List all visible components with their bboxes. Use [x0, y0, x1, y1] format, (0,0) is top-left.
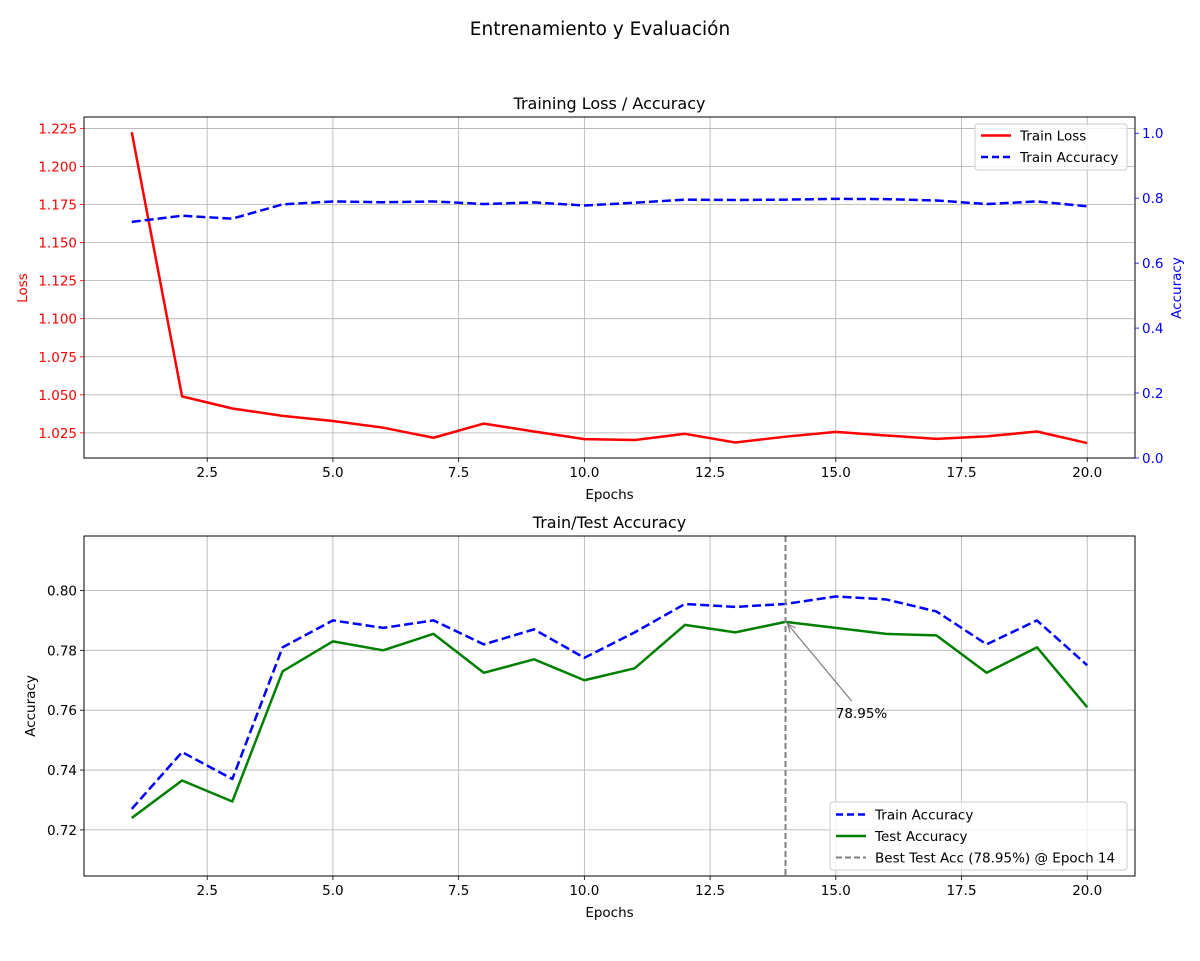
ax1-train-accuracy-line: [131, 197, 1088, 224]
ax2-ytick-label: 0.76: [47, 703, 77, 719]
ax2-xtick-label: 12.5: [695, 883, 725, 899]
ax2-ytick-label: 0.72: [47, 823, 77, 839]
loss-accuracy-subplot: Training Loss / Accuracy 2.5 5.0 7.5 10.0 12…: [15, 94, 1185, 503]
subplot2-x-ticks: 2.5 5.0 7.5 10.0 12.5 15.0 17.5 20.0: [196, 876, 1102, 899]
subplot2-legend-box: [829, 801, 1128, 871]
subplot1-legend-box: [974, 123, 1128, 171]
subplot2-grid: [84, 536, 1135, 876]
best-accuracy-annotation: 78.95%: [786, 622, 888, 722]
subplot1-x-ticks: 2.5 5.0 7.5 10.0 12.5 15.0 17.5 20.0: [196, 458, 1102, 481]
ax1-y2tick-label: 0.2: [1142, 386, 1163, 402]
annotation-label: 78.95%: [836, 706, 888, 722]
ax1-ytick-label: 1.125: [38, 274, 77, 290]
ax2-ytick-label: 0.78: [47, 643, 77, 659]
annotation-arrow: [787, 623, 853, 702]
subplot2-title: Train/Test Accuracy: [532, 513, 686, 532]
subplot1-legend: Train Loss Train Accuracy: [974, 123, 1128, 171]
ax1-ytick-label: 1.225: [38, 121, 77, 137]
subplot2-ylabel: Accuracy: [23, 675, 39, 737]
subplot1-ylabel: Loss: [15, 273, 31, 303]
ax1-xtick-label: 20.0: [1072, 465, 1102, 481]
ax1-y2tick-label: 1.0: [1142, 126, 1163, 142]
subplot1-lines: [130, 131, 1088, 445]
ax1-xtick-label: 2.5: [196, 465, 217, 481]
ax2-xtick-label: 20.0: [1072, 883, 1102, 899]
legend-train-accuracy-label: Train Accuracy: [1019, 150, 1118, 166]
ax2-xtick-label: 7.5: [448, 883, 469, 899]
ax1-xtick-label: 12.5: [695, 465, 725, 481]
annotation-arrowhead: [786, 622, 796, 633]
ax1-ytick-label: 1.150: [38, 236, 77, 252]
subplot2-xlabel: Epochs: [585, 905, 633, 921]
subplot2-legend: Train Accuracy Test Accuracy Best Test A…: [829, 801, 1128, 871]
legend2-best-line-label: Best Test Acc (78.95%) @ Epoch 14: [875, 851, 1115, 867]
legend-train-loss-label: Train Loss: [1019, 129, 1086, 145]
ax1-xtick-label: 17.5: [946, 465, 976, 481]
ax1-ytick-label: 1.050: [38, 388, 77, 404]
legend2-test-accuracy-label: Test Accuracy: [874, 829, 968, 845]
subplot1-xlabel: Epochs: [585, 487, 633, 503]
ax1-xtick-label: 5.0: [322, 465, 343, 481]
legend2-train-accuracy-label: Train Accuracy: [874, 808, 973, 824]
subplot1-y2label: Accuracy: [1169, 257, 1185, 319]
ax2-train-accuracy-line: [130, 595, 1089, 810]
ax1-xtick-label: 7.5: [448, 465, 469, 481]
ax1-y2tick-label: 0.6: [1142, 256, 1163, 272]
ax1-y2tick-label: 0.8: [1142, 191, 1163, 207]
train-test-accuracy-subplot: Train/Test Accuracy 2.5 5.0 7.5 10.0 12.5 15.…: [23, 513, 1136, 921]
ax1-y2tick-label: 0.0: [1142, 451, 1163, 467]
ax1-train-loss-line: [130, 131, 1088, 445]
figure-suptitle: Entrenamiento y Evaluación: [470, 19, 730, 40]
subplot2-lines: [130, 536, 1089, 876]
ax2-ytick-label: 0.80: [47, 583, 77, 599]
ax2-test-accuracy-line: [131, 620, 1089, 819]
subplot1-y2-ticks: 0.0 0.2 0.4 0.6 0.8 1.0: [1135, 126, 1163, 467]
ax1-ytick-label: 1.200: [38, 159, 77, 175]
subplot1-y-ticks: 1.025 1.050 1.075 1.100 1.125 1.150 1.175 1.200…: [38, 121, 84, 442]
ax1-xtick-label: 10.0: [569, 465, 599, 481]
ax1-ytick-label: 1.075: [38, 350, 77, 366]
ax1-ytick-label: 1.100: [38, 312, 77, 328]
ax2-ytick-label: 0.74: [47, 763, 77, 779]
ax1-ytick-label: 1.025: [38, 426, 77, 442]
subplot1-frame: [83, 116, 1136, 459]
ax1-xtick-label: 15.0: [821, 465, 851, 481]
subplot1-title: Training Loss / Accuracy: [513, 94, 706, 113]
ax2-xtick-label: 10.0: [569, 883, 599, 899]
ax2-xtick-label: 15.0: [821, 883, 851, 899]
ax2-xtick-label: 2.5: [196, 883, 217, 899]
subplot2-y-ticks: 0.72 0.74 0.76 0.78 0.80: [47, 583, 84, 839]
ax2-xtick-label: 17.5: [946, 883, 976, 899]
ax1-y2tick-label: 0.4: [1142, 321, 1163, 337]
ax2-xtick-label: 5.0: [322, 883, 343, 899]
subplot1-grid: [84, 117, 1135, 458]
ax1-ytick-label: 1.175: [38, 198, 77, 214]
subplot2-frame: [83, 535, 1136, 877]
